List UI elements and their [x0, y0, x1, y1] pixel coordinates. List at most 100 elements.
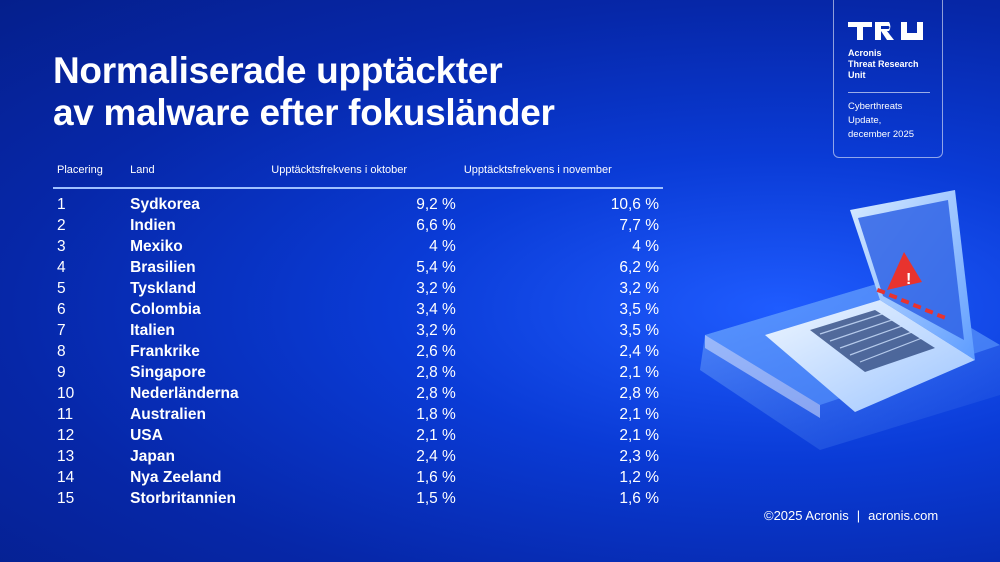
october-cell: 6,6 % [416, 216, 456, 234]
rank-cell: 7 [57, 321, 66, 339]
rank-cell: 10 [57, 384, 75, 402]
november-cell: 6,2 % [619, 258, 659, 276]
country-cell: Singapore [130, 363, 206, 381]
tru-logo-icon [848, 22, 923, 40]
rank-cell: 1 [57, 196, 66, 213]
title-line-2: av malware efter fokusländer [53, 92, 555, 133]
country-cell: Australien [130, 405, 206, 423]
october-cell: 2,1 % [416, 426, 456, 444]
november-cell: 2,3 % [619, 447, 659, 465]
country-cell: Indien [130, 216, 176, 234]
header-october: Upptäcktsfrekvens i oktober [271, 164, 408, 176]
november-cell: 2,1 % [619, 363, 659, 381]
november-cell: 1,2 % [619, 468, 659, 486]
country-cell: Japan [130, 447, 175, 465]
rank-cell: 2 [57, 216, 66, 234]
table-row: 6 Colombia 3,4 % 3,5 % [53, 299, 663, 320]
country-cell: Colombia [130, 300, 201, 318]
unit-line-3: Unit [848, 70, 866, 80]
update-line-1: Cyberthreats [848, 101, 903, 112]
table-row: 8 Frankrike 2,6 % 2,4 % [53, 341, 663, 362]
october-cell: 3,4 % [416, 300, 456, 318]
website-link[interactable]: acronis.com [868, 508, 939, 523]
november-cell: 2,1 % [619, 426, 659, 444]
november-cell: 3,2 % [619, 279, 659, 297]
october-cell: 3,2 % [416, 321, 456, 339]
update-label: Cyberthreats Update, december 2025 [848, 100, 940, 142]
october-cell: 2,4 % [416, 447, 456, 465]
table-row: 2 Indien 6,6 % 7,7 % [53, 215, 663, 236]
table-row: 7 Italien 3,2 % 3,5 % [53, 320, 663, 341]
november-cell: 3,5 % [619, 321, 659, 339]
country-cell: Mexiko [130, 237, 183, 255]
ranking-table: Placering Land Upptäcktsfrekvens i oktob… [53, 160, 663, 509]
footer: ©2025 Acronis | acronis.com [764, 508, 938, 523]
table-row: 11 Australien 1,8 % 2,1 % [53, 404, 663, 425]
unit-line-1: Acronis [848, 48, 882, 58]
title-line-1: Normaliserade upptäckter [53, 50, 503, 91]
table-row: 13 Japan 2,4 % 2,3 % [53, 446, 663, 467]
november-cell: 7,7 % [619, 216, 659, 234]
table-row: 3 Mexiko 4 % 4 % [53, 236, 663, 257]
october-cell: 1,8 % [416, 405, 456, 423]
rank-cell: 12 [57, 426, 75, 444]
table-row: 4 Brasilien 5,4 % 6,2 % [53, 257, 663, 278]
rank-cell: 15 [57, 489, 75, 507]
october-cell: 1,6 % [416, 468, 456, 486]
country-cell: Tyskland [130, 279, 197, 297]
table-row: 12 USA 2,1 % 2,1 % [53, 425, 663, 446]
october-cell: 9,2 % [416, 196, 456, 213]
footer-separator: | [856, 508, 861, 523]
rank-cell: 5 [57, 279, 66, 297]
table-row: 1 Sydkorea 9,2 % 10,6 % [53, 188, 663, 215]
november-cell: 3,5 % [619, 300, 659, 318]
country-cell: Nya Zeeland [130, 468, 222, 486]
november-cell: 2,1 % [619, 405, 659, 423]
country-cell: Storbritannien [130, 489, 237, 507]
table-row: 9 Singapore 2,8 % 2,1 % [53, 362, 663, 383]
table-row: 14 Nya Zeeland 1,6 % 1,2 % [53, 467, 663, 488]
november-cell: 10,6 % [610, 196, 659, 213]
rank-cell: 14 [57, 468, 75, 486]
header-november: Upptäcktsfrekvens i november [463, 164, 612, 176]
november-cell: 2,4 % [619, 342, 659, 360]
october-cell: 2,8 % [416, 384, 456, 402]
november-cell: 2,8 % [619, 384, 659, 402]
tru-unit-name: Acronis Threat Research Unit [848, 48, 938, 81]
rank-cell: 11 [57, 405, 74, 423]
country-cell: Nederländerna [130, 384, 239, 402]
november-cell: 4 % [632, 237, 659, 255]
country-cell: Sydkorea [130, 196, 200, 213]
country-cell: USA [130, 426, 163, 444]
country-cell: Italien [130, 321, 175, 339]
october-cell: 2,8 % [416, 363, 456, 381]
october-cell: 3,2 % [416, 279, 456, 297]
laptop-warning-icon: ! [700, 190, 1000, 450]
rank-cell: 13 [57, 447, 75, 465]
table-header-row: Placering Land Upptäcktsfrekvens i oktob… [53, 160, 663, 188]
update-line-3: december 2025 [848, 129, 915, 140]
rank-cell: 9 [57, 363, 66, 381]
rank-cell: 4 [57, 258, 66, 276]
october-cell: 4 % [429, 237, 456, 255]
rank-cell: 6 [57, 300, 66, 318]
country-cell: Brasilien [130, 258, 196, 276]
october-cell: 5,4 % [416, 258, 456, 276]
warning-glyph: ! [906, 271, 911, 288]
update-line-2: Update, [848, 115, 882, 126]
unit-line-2: Threat Research [848, 59, 919, 69]
rank-cell: 8 [57, 342, 66, 360]
header-rank: Placering [57, 164, 103, 176]
table-row: 10 Nederländerna 2,8 % 2,8 % [53, 383, 663, 404]
country-cell: Frankrike [130, 342, 200, 360]
october-cell: 2,6 % [416, 342, 456, 360]
tru-badge: Acronis Threat Research Unit Cyberthreat… [833, 0, 943, 158]
table-row: 5 Tyskland 3,2 % 3,2 % [53, 278, 663, 299]
header-country: Land [130, 164, 155, 176]
copyright-text: ©2025 Acronis [764, 508, 849, 523]
page-title: Normaliserade upptäckter av malware efte… [53, 50, 555, 134]
november-cell: 1,6 % [619, 489, 659, 507]
badge-divider [848, 92, 930, 93]
table-row: 15 Storbritannien 1,5 % 1,6 % [53, 488, 663, 509]
october-cell: 1,5 % [416, 489, 456, 507]
